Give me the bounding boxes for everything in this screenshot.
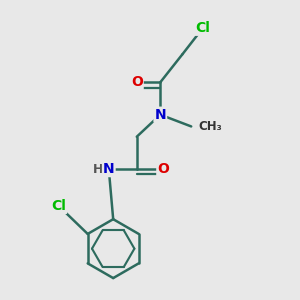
Text: O: O: [131, 75, 143, 89]
Text: N: N: [103, 162, 115, 176]
Text: CH₃: CH₃: [199, 120, 222, 133]
Text: O: O: [157, 162, 169, 176]
Text: Cl: Cl: [196, 21, 210, 35]
Text: H: H: [92, 163, 103, 176]
Text: N: N: [154, 108, 166, 122]
Text: Cl: Cl: [51, 199, 66, 213]
